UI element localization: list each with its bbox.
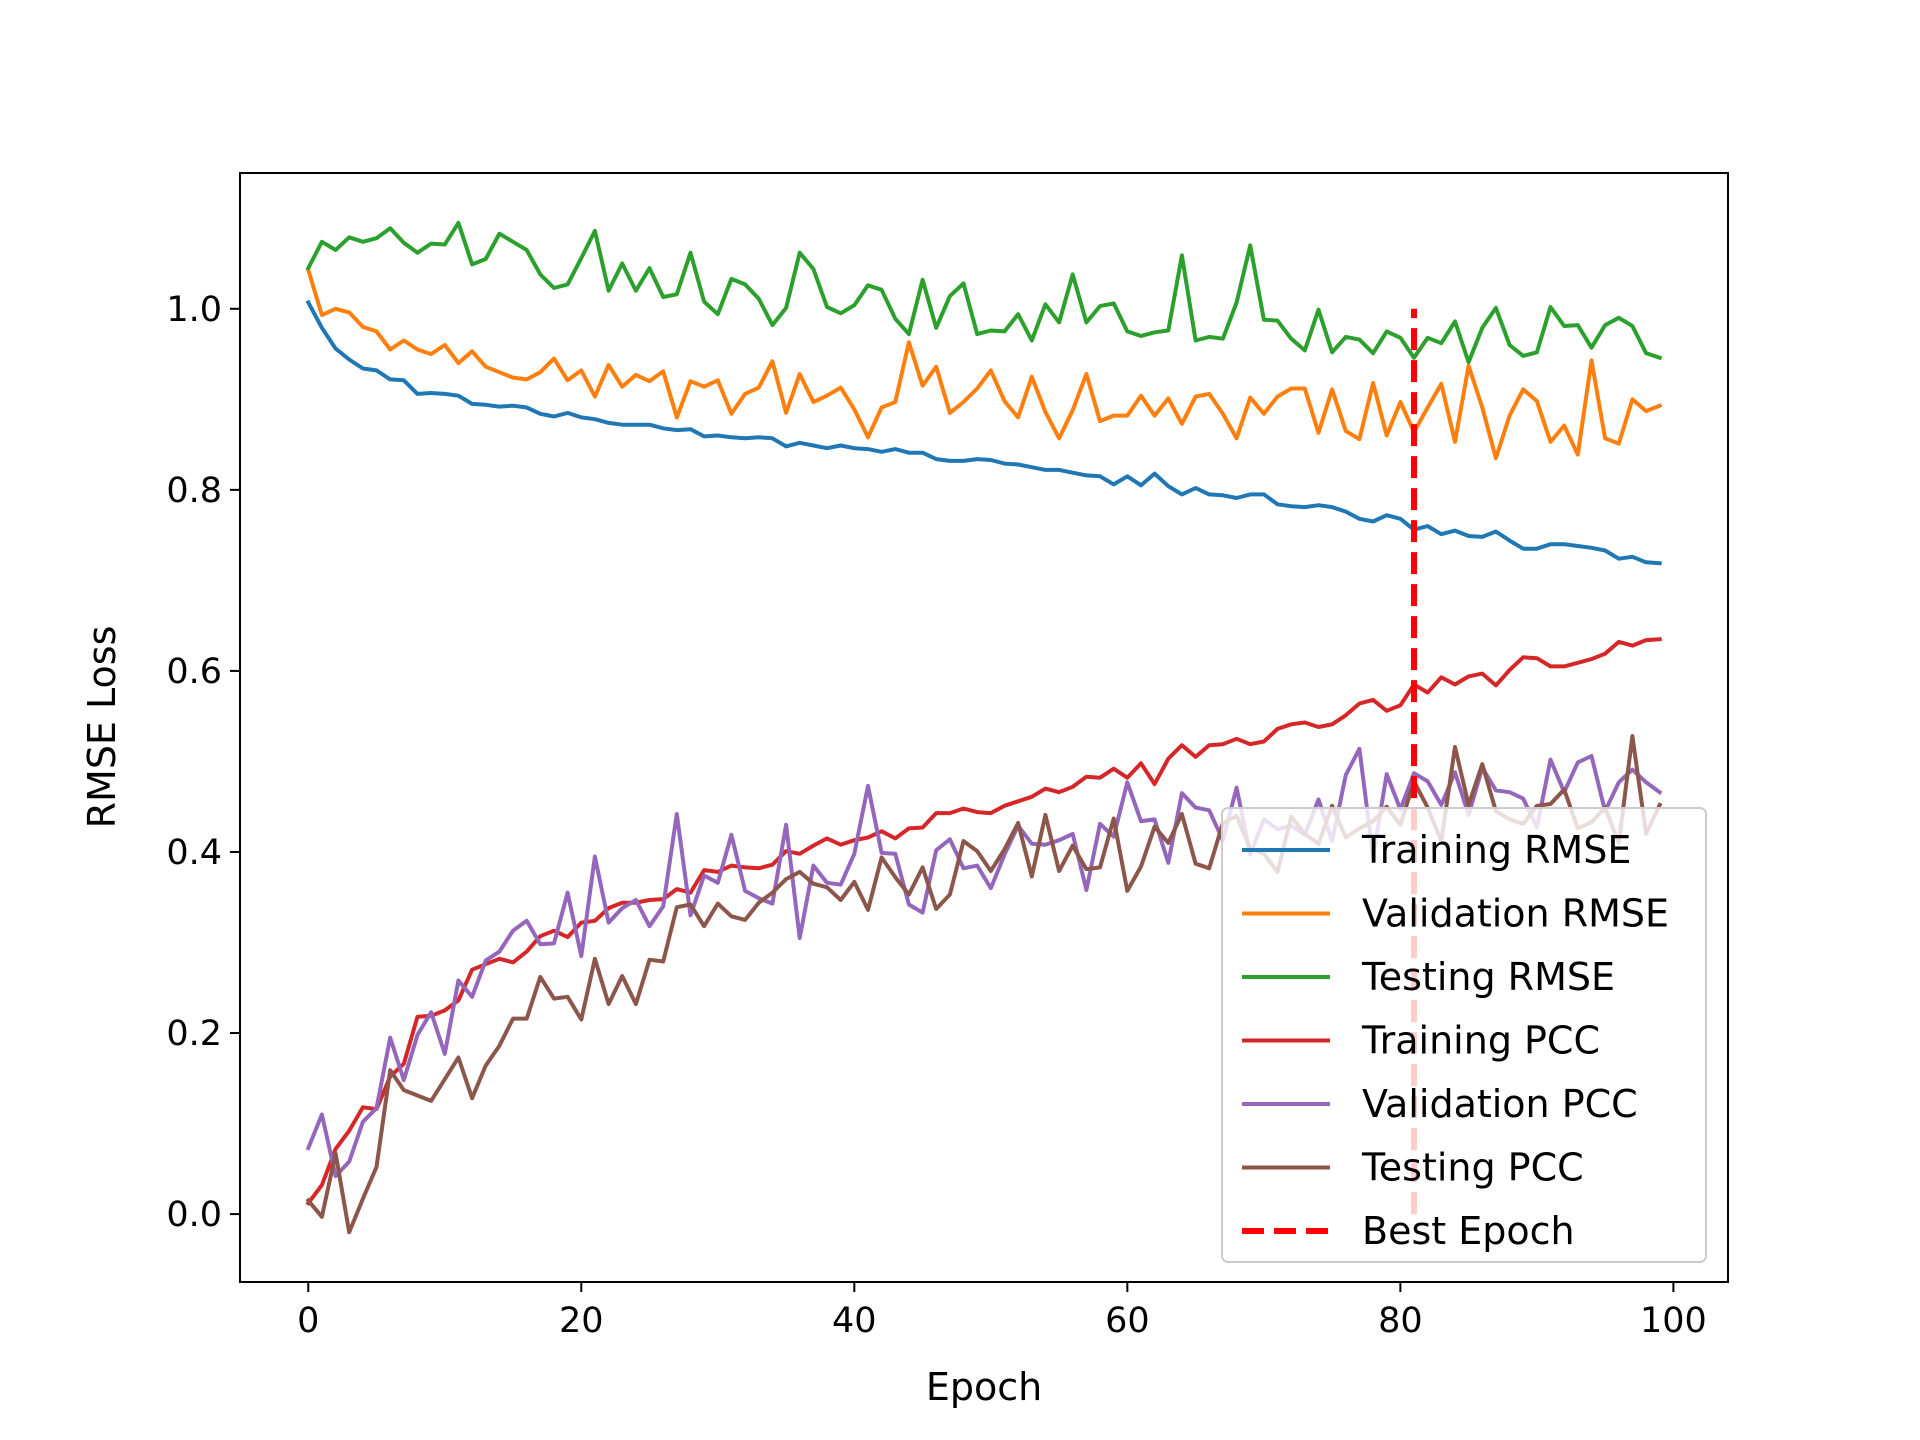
y-tick-label-1: 0.2 xyxy=(166,1014,222,1054)
y-tick-label-4: 0.8 xyxy=(166,471,222,511)
legend-label-0: Training RMSE xyxy=(1361,828,1631,872)
x-tick-label-5: 100 xyxy=(1640,1301,1707,1341)
series-line-2 xyxy=(305,220,1663,365)
series-line-3 xyxy=(305,637,1662,1207)
series-line-4 xyxy=(305,746,1663,1179)
x-tick-label-1: 20 xyxy=(559,1301,604,1341)
y-tick-label-3: 0.6 xyxy=(166,652,222,692)
legend-label-4: Validation PCC xyxy=(1362,1082,1638,1126)
legend-label-3: Training PCC xyxy=(1361,1019,1600,1063)
y-tick-label-0: 0.0 xyxy=(166,1195,222,1235)
x-axis-label: Epoch xyxy=(926,1365,1042,1409)
legend-box xyxy=(1221,807,1707,1263)
series-line-0 xyxy=(305,299,1662,566)
y-tick-label-2: 0.4 xyxy=(166,833,222,873)
x-axis-ticks: 0 20 40 60 80 100 xyxy=(297,1282,1707,1341)
legend-label-2: Testing RMSE xyxy=(1361,955,1615,999)
legend-label-6: Best Epoch xyxy=(1362,1209,1575,1253)
y-tick-label-5: 1.0 xyxy=(166,290,222,330)
series-line-1 xyxy=(305,267,1663,461)
x-tick-label-3: 60 xyxy=(1105,1301,1150,1341)
x-tick-label-2: 40 xyxy=(832,1301,877,1341)
y-axis-ticks: 0.0 0.2 0.4 0.6 0.8 1.0 xyxy=(166,290,240,1235)
legend-label-5: Testing PCC xyxy=(1361,1146,1584,1190)
plot-frame xyxy=(239,172,1729,1283)
y-axis-label: RMSE Loss xyxy=(80,626,124,829)
legend-label-1: Validation RMSE xyxy=(1362,892,1669,936)
legend: Training RMSE Validation RMSE Testing RMSE… xyxy=(1221,807,1707,1263)
x-tick-label-0: 0 xyxy=(297,1301,319,1341)
x-tick-label-4: 80 xyxy=(1378,1301,1423,1341)
